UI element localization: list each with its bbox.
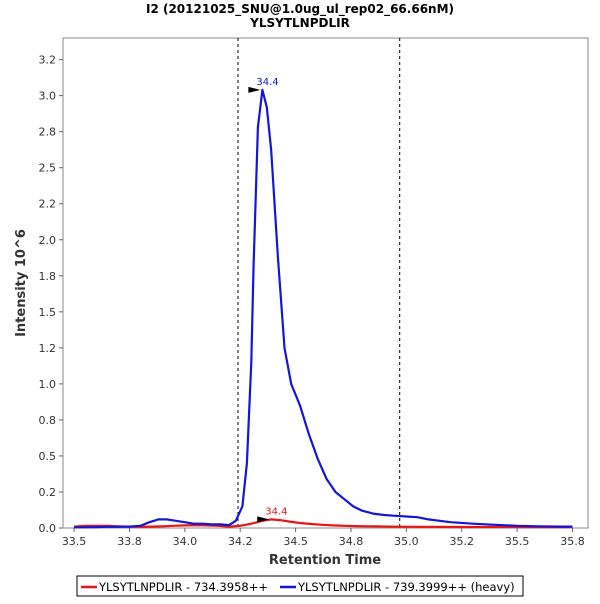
legend: YLSYTLNPDLIR - 734.3958++ YLSYTLNPDLIR -… xyxy=(76,575,524,597)
peak-annotations: 34.4 34.4 xyxy=(248,77,287,523)
x-tick-label: 35.2 xyxy=(449,535,474,548)
y-tick-label: 1.8 xyxy=(39,270,57,283)
integration-boundaries xyxy=(237,38,401,528)
y-tick-label: 3.0 xyxy=(39,90,57,103)
y-tick-label: 2.8 xyxy=(39,126,57,139)
y-tick-label: 2.2 xyxy=(39,198,57,211)
x-axis-ticks: 33.5 33.8 34.0 34.2 34.5 34.8 35.0 35.2 35.5 35.8 xyxy=(62,528,585,548)
legend-box xyxy=(76,575,524,597)
y-tick-label: 0.2 xyxy=(39,486,57,499)
x-tick-label: 33.8 xyxy=(117,535,142,548)
y-tick-label: 0.8 xyxy=(39,414,57,427)
x-tick-label: 35.0 xyxy=(394,535,419,548)
peak-marker xyxy=(257,516,270,523)
chart-subtitle: YLSYTLNPDLIR xyxy=(249,16,350,30)
series-line-light xyxy=(74,518,573,529)
y-tick-label: 0.5 xyxy=(39,450,57,463)
peak-marker xyxy=(248,86,261,93)
legend-label-heavy: YLSYTLNPDLIR - 739.3999++ (heavy) xyxy=(297,580,515,594)
legend-label-light: YLSYTLNPDLIR - 734.3958++ xyxy=(98,580,268,594)
y-tick-label: 2.5 xyxy=(39,162,57,175)
y-tick-label: 1.2 xyxy=(39,342,57,355)
x-tick-label: 34.2 xyxy=(228,535,253,548)
y-tick-label: 2.0 xyxy=(39,234,57,247)
plot-area xyxy=(62,37,589,529)
chart-title: I2 (20121025_SNU@1.0ug_ul_rep02_66.66nM) xyxy=(146,2,454,17)
y-tick-label: 0.0 xyxy=(39,522,57,535)
series-layer xyxy=(74,88,573,529)
y-tick-label: 3.2 xyxy=(39,54,57,67)
x-tick-label: 34.5 xyxy=(283,535,308,548)
x-tick-label: 35.8 xyxy=(560,535,585,548)
y-tick-label: 1.5 xyxy=(39,306,57,319)
peak-label: 34.4 xyxy=(265,506,287,517)
y-axis-label: Intensity 10^6 xyxy=(14,229,29,337)
x-tick-label: 35.5 xyxy=(505,535,530,548)
x-tick-label: 34.0 xyxy=(173,535,198,548)
series-line-heavy xyxy=(74,88,573,529)
x-tick-label: 33.5 xyxy=(62,535,87,548)
peak-label: 34.4 xyxy=(256,77,278,88)
y-tick-label: 1.0 xyxy=(39,378,57,391)
y-axis-ticks: 0.0 0.2 0.5 0.8 1.0 1.2 1.5 1.8 2.0 2.2 2.5 2.8 3.0 3… xyxy=(39,54,63,535)
x-axis-label: Retention Time xyxy=(269,553,381,568)
x-tick-label: 34.8 xyxy=(339,535,364,548)
